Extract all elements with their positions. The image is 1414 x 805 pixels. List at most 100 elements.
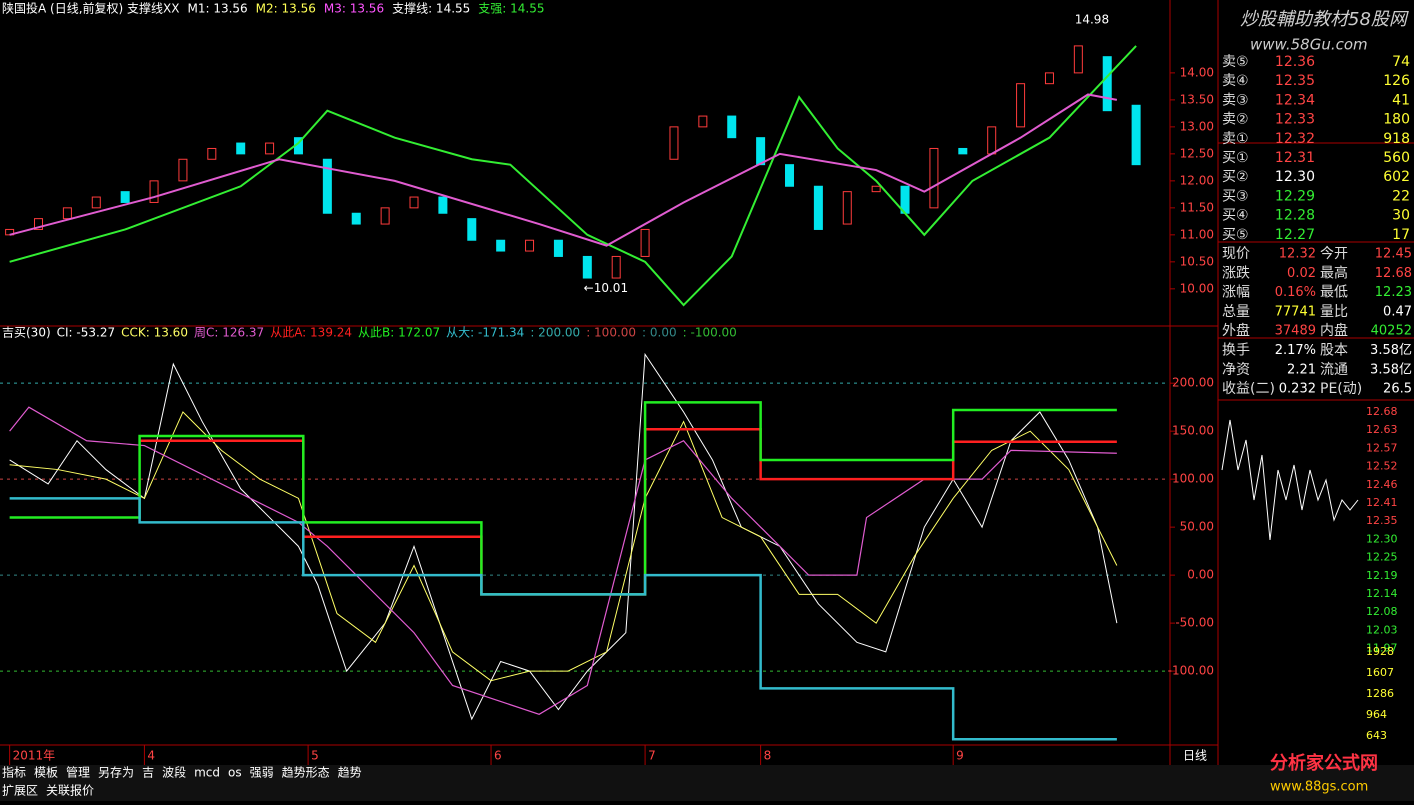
book-price: 12.29 [1275,188,1315,204]
y-tick-label: 10.50 [1180,254,1214,268]
legend-item: CCK: 13.60 [121,326,188,340]
stat-value: 12.45 [1375,247,1412,262]
toolbar-button[interactable]: 波段 [162,765,186,780]
logo-url: www.58Gu.com [1250,36,1368,54]
y-tick-label: 50.00 [1180,520,1214,534]
book-volume: 30 [1392,208,1410,224]
stat-label: 现价 [1222,246,1250,262]
intraday-axis-label: 12.57 [1366,441,1398,454]
candle [207,147,217,160]
intraday-axis-label: 12.52 [1366,460,1398,473]
toolbar-button[interactable]: 强弱 [250,766,274,780]
legend-item: : 0.00 [642,326,677,340]
candle [813,185,823,230]
stat-value: 3.58亿 [1370,362,1412,377]
book-volume: 126 [1383,73,1410,89]
intraday-axis-label: 12.35 [1366,514,1398,527]
candle [265,142,275,155]
book-label: 卖⑤ [1222,54,1249,70]
price-line [9,93,1118,247]
book-price: 12.30 [1275,169,1315,185]
volume-axis-label: 1607 [1366,666,1394,679]
price-line [9,45,1137,307]
legend-item: 周C: 126.37 [194,326,264,340]
intraday-axis-label: 12.25 [1366,551,1398,564]
candle [611,255,621,279]
book-price: 12.31 [1275,150,1315,166]
stat-value: 0.02 [1287,266,1316,281]
book-price: 12.36 [1275,54,1315,70]
legend-item: 从此B: 172.07 [358,326,440,340]
book-label: 买④ [1222,208,1249,224]
legend-item: : 200.00 [530,326,580,340]
toolbar-button[interactable]: 扩展区 [2,784,38,798]
candle [120,191,130,203]
book-label: 卖① [1222,131,1249,147]
book-label: 买① [1222,150,1249,166]
toolbar-button[interactable]: os [228,766,242,780]
book-price: 12.34 [1275,92,1315,108]
toolbar-button[interactable]: 指标 [2,765,26,780]
stat-label: 最低 [1320,285,1348,301]
toolbar-button[interactable]: 另存为 [98,766,134,780]
book-volume: 602 [1383,169,1410,185]
stat-value: 77741 [1275,304,1316,319]
indicator-line [9,411,1118,682]
stat-value: 37489 [1275,324,1316,339]
candle [640,228,650,257]
toolbar-button[interactable]: 吉 [142,766,154,780]
candle [91,196,101,209]
stat-label: 收益(二) [1222,381,1275,397]
book-label: 卖④ [1222,73,1249,89]
x-tick-label: 2011年 [13,749,56,763]
x-tick-label: 6 [494,749,502,763]
candle [669,126,679,160]
y-tick-label: -50.00 [1175,616,1214,630]
intraday-axis-label: 12.14 [1366,587,1398,600]
stat-label: 量比 [1320,304,1348,320]
candle [929,147,939,209]
candle [1131,104,1141,166]
volume-axis-label: 1286 [1366,687,1394,700]
x-tick-label: 7 [648,749,656,763]
toolbar-button[interactable]: 模板 [34,766,58,780]
book-label: 卖② [1222,112,1249,128]
stat-label: 内盘 [1320,322,1348,339]
y-tick-label: 10.00 [1180,281,1214,295]
y-tick-label: 14.00 [1180,65,1214,79]
x-tick-label: 4 [147,749,155,763]
stat-label: 总量 [1222,304,1250,320]
intraday-axis-label: 12.19 [1366,569,1398,582]
header-item: M1: 13.56 [187,2,247,16]
stat-label: PE(动) [1320,381,1362,397]
y-tick-label: 200.00 [1172,376,1214,390]
intraday-axis-label: 12.68 [1366,405,1398,418]
book-volume: 180 [1383,112,1410,128]
toolbar-button[interactable]: 管理 [66,765,90,780]
book-volume: 41 [1392,92,1410,108]
toolbar-button[interactable]: 关联报价 [46,783,94,798]
logo: 分析家公式网 [1270,752,1378,774]
header-item: 陕国投A (日线,前复权) 支撑线XX [2,1,179,16]
candle [785,164,795,187]
candle [871,185,881,193]
intraday-axis-label: 12.46 [1366,478,1398,491]
annotation: 14.98 [1075,12,1109,26]
book-volume: 17 [1392,227,1410,243]
volume-axis-label: 964 [1366,708,1387,721]
toolbar-button[interactable]: 趋势 [338,766,362,780]
book-price: 12.27 [1275,227,1315,243]
stat-value: 12.32 [1279,247,1316,262]
toolbar-button[interactable]: mcd [194,766,220,780]
stat-label: 流通 [1320,362,1348,378]
intraday-line [1221,419,1359,541]
y-tick-label: -100.00 [1168,664,1214,678]
y-tick-label: 12.50 [1180,146,1214,160]
toolbar-button[interactable]: 趋势形态 [282,766,330,780]
stat-label: 今开 [1320,246,1348,262]
period[interactable]: 日线 [1183,749,1207,763]
candle [698,115,708,128]
stat-label: 股本 [1320,343,1348,359]
